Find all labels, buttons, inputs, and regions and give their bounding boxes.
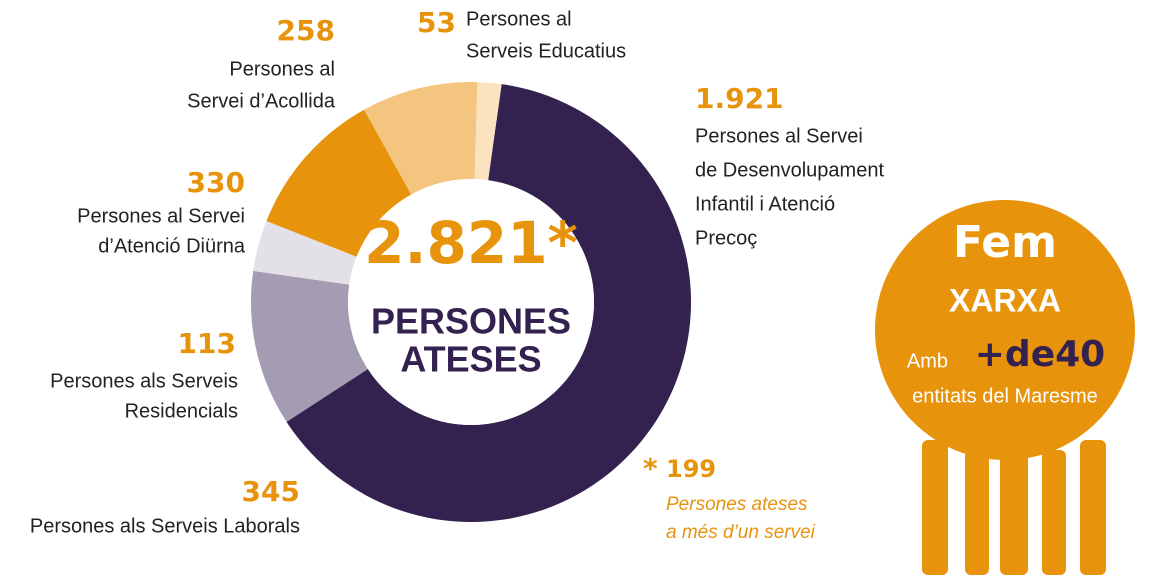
note-text: Persones ateses: [666, 494, 808, 515]
page: 2.821* PERSONESATESES 1.921 Persones al Ser…: [0, 0, 1175, 580]
value-label: 330: [187, 166, 245, 199]
note-text: a més d’un servei: [666, 522, 816, 543]
center-subtitle: ATESES: [400, 339, 541, 380]
category-label: Persones al: [229, 58, 335, 80]
badge-prefix: Amb: [907, 350, 948, 372]
category-label: Persones als Serveis Laborals: [30, 515, 300, 537]
category-label: Precoç: [695, 227, 757, 249]
value-label: 53: [417, 6, 456, 39]
category-label: Servei d’Acollida: [187, 90, 336, 112]
value-label: 113: [178, 327, 236, 360]
note-marker: *: [643, 452, 658, 485]
badge-subtitle: XARXA: [949, 282, 1061, 318]
badge-title: Fem: [953, 217, 1057, 268]
badge: Fem XARXA Amb +de40 entitats del Maresme: [875, 200, 1135, 575]
badge-highlight: +de40: [975, 334, 1105, 375]
value-label: 1.921: [695, 82, 784, 115]
category-label: Infantil i Atenció: [695, 193, 835, 215]
value-label: 345: [242, 475, 300, 508]
center-title: 2.821*: [364, 209, 578, 277]
people-figures: [922, 440, 1106, 575]
category-label: Serveis Educatius: [466, 40, 626, 62]
category-label: Persones als Serveis: [50, 370, 238, 392]
category-label: de Desenvolupament: [695, 159, 884, 181]
note-value: 199: [666, 455, 716, 483]
category-label: Persones al Servei: [77, 205, 245, 227]
category-label: Persones al Servei: [695, 125, 863, 147]
category-label: Persones al: [466, 8, 572, 30]
value-label: 258: [277, 14, 335, 47]
category-label: d’Atenció Diürna: [98, 235, 246, 257]
badge-caption: entitats del Maresme: [912, 385, 1098, 407]
center-subtitle: PERSONES: [371, 301, 571, 342]
infographic: 2.821* PERSONESATESES 1.921 Persones al Ser…: [0, 0, 1175, 580]
category-label: Residencials: [125, 400, 238, 422]
